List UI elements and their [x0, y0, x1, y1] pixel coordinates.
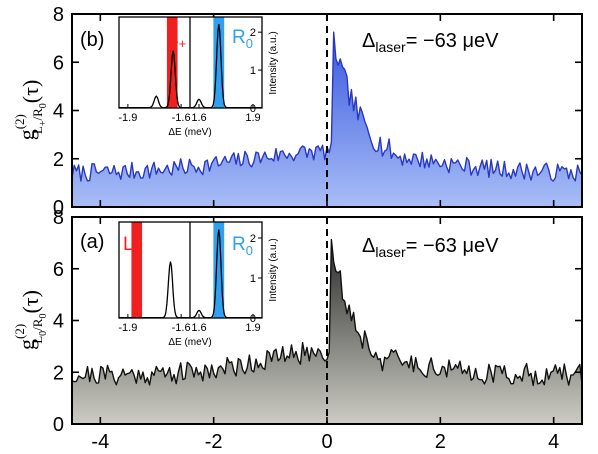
y-tick-label: 2	[53, 149, 64, 171]
panel-a-label: (a)	[80, 231, 104, 253]
inset-y-tick-label: 1	[250, 273, 256, 285]
inset-y-tick-label: 2	[250, 27, 256, 39]
y-tick-label: 6	[53, 259, 64, 281]
inset-x-tick-label: -1.6	[172, 322, 191, 334]
y-tick-label: 8	[53, 207, 64, 229]
panel-a-inset-left-band	[131, 222, 143, 318]
inset-y-tick-label: 0	[250, 103, 256, 115]
panel-b-inset-x-label: ΔE (meV)	[168, 127, 211, 138]
inset-x-tick-label: -1.9	[118, 112, 137, 124]
panel-b-annotation: Δlaser= −63 μeV	[362, 30, 499, 55]
inset-y-tick-label: 0	[250, 313, 256, 325]
inset-x-tick-label: 1.6	[191, 322, 206, 334]
inset-x-tick-label: -1.6	[172, 112, 191, 124]
panel-b-inset-left-label: L+	[168, 27, 186, 51]
y-tick-label: 4	[53, 311, 64, 333]
panel-a-ticks: 0 2 4 6 8 -4 -2 0 2 4	[53, 207, 582, 453]
panel-b: 0 2 4 6 8 (b) Δlaser= −63 μeV g(2)L+/R0(τ) -…	[12, 4, 583, 219]
panel-a: 0 2 4 6 8 -4 -2 0 2 4 (a) Δlaser= −63 μeV g(2)L0/…	[12, 207, 583, 453]
panel-a-y-axis-label: g(2)L0/R0(τ)	[12, 290, 49, 350]
svg-text:g(2)L0/R0(τ): g(2)L0/R0(τ)	[12, 290, 49, 350]
inset-x-tick-label: -1.9	[118, 322, 137, 334]
y-tick-label: 0	[53, 414, 64, 436]
panel-a-line	[71, 238, 583, 387]
panel-b-inset-ticks: -1.9 -1.6 1.6 1.90 1 2	[118, 27, 262, 124]
panel-a-inset: -1.9 -1.6 1.6 1.90 1 2 L0 R0 ΔE (meV) Intensi…	[118, 221, 279, 348]
panel-a-inset-ticks: -1.9 -1.6 1.6 1.90 1 2	[118, 233, 262, 334]
panel-a-inset-x-label: ΔE (meV)	[168, 337, 211, 348]
panel-a-area	[72, 239, 582, 424]
y-tick-label: 2	[53, 362, 64, 384]
x-tick-label: -4	[91, 431, 109, 453]
inset-x-tick-label: 1.9	[245, 322, 260, 334]
panel-a-inset-y-label: Intensity (a.u.)	[268, 238, 279, 301]
panel-b-inset-y-label: Intensity (a.u.)	[268, 31, 279, 94]
x-tick-label: 4	[548, 431, 559, 453]
panel-a-inset-right-band	[213, 222, 225, 318]
panel-b-inset-right-label: R0	[232, 27, 253, 51]
y-tick-label: 8	[53, 4, 64, 26]
y-tick-label: 0	[53, 197, 64, 219]
panel-b-label: (b)	[80, 29, 104, 51]
inset-y-tick-label: 1	[250, 65, 256, 77]
panel-b-inset-right-band	[213, 17, 225, 108]
x-tick-label: -2	[205, 431, 223, 453]
svg-text:g(2)L+/R0(τ): g(2)L+/R0(τ)	[12, 80, 49, 141]
y-tick-label: 6	[53, 52, 64, 74]
x-tick-label: 2	[435, 431, 446, 453]
panel-a-annotation: Δlaser= −63 μeV	[362, 235, 499, 260]
inset-y-tick-label: 2	[250, 233, 256, 245]
panel-b-inset: -1.9 -1.6 1.6 1.90 1 2 L+ R0 ΔE (meV) Intensi…	[118, 16, 279, 138]
y-tick-label: 4	[53, 101, 64, 123]
inset-x-tick-label: 1.6	[191, 112, 206, 124]
inset-x-tick-label: 1.9	[245, 112, 260, 124]
x-tick-label: 0	[321, 431, 332, 453]
panel-a-inset-right-label: R0	[232, 234, 253, 258]
panel-b-ticks: 0 2 4 6 8	[53, 4, 582, 219]
panel-a-inset-left-label: L0	[123, 234, 141, 258]
panel-b-y-axis-label: g(2)L+/R0(τ)	[12, 80, 49, 141]
